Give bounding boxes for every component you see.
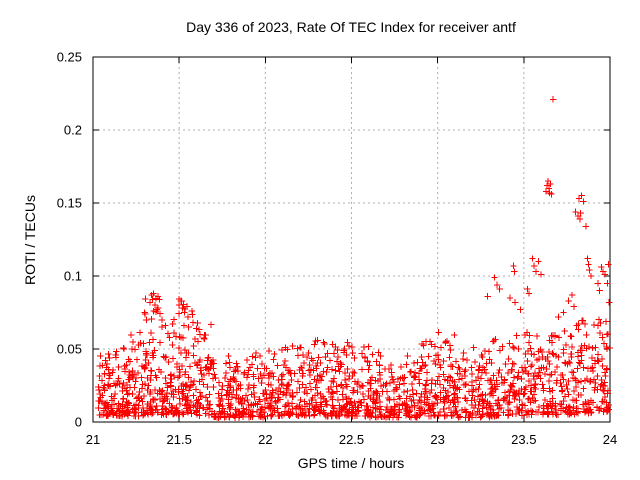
- y-tick-labels: 0 0.05 0.1 0.15 0.2 0.25: [57, 50, 82, 430]
- y-tick-label: 0.2: [64, 123, 82, 138]
- y-tick-label: 0.25: [57, 50, 82, 65]
- x-tick-labels: 21 21.5 22 22.5 23 23.5 24: [86, 432, 617, 447]
- x-tick-label: 24: [603, 432, 617, 447]
- x-tick-label: 22: [258, 432, 272, 447]
- y-axis-label: ROTI / TECUs: [22, 195, 38, 285]
- x-axis-label: GPS time / hours: [298, 455, 405, 471]
- y-tick-label: 0: [75, 415, 82, 430]
- y-tick-label: 0.15: [57, 196, 82, 211]
- x-tick-label: 21: [86, 432, 100, 447]
- x-tick-label: 21.5: [167, 432, 192, 447]
- x-tick-label: 22.5: [339, 432, 364, 447]
- y-tick-label: 0.05: [57, 342, 82, 357]
- y-tick-label: 0.1: [64, 269, 82, 284]
- data-points: [95, 96, 613, 421]
- chart-title: Day 336 of 2023, Rate Of TEC Index for r…: [186, 19, 516, 35]
- grid-lines: [93, 57, 610, 422]
- plot-area: 21 21.5 22 22.5 23 23.5 24 0 0.05 0.1 0.15 0.2 0.25: [57, 50, 618, 448]
- x-tick-label: 23: [430, 432, 444, 447]
- x-tick-label: 23.5: [511, 432, 536, 447]
